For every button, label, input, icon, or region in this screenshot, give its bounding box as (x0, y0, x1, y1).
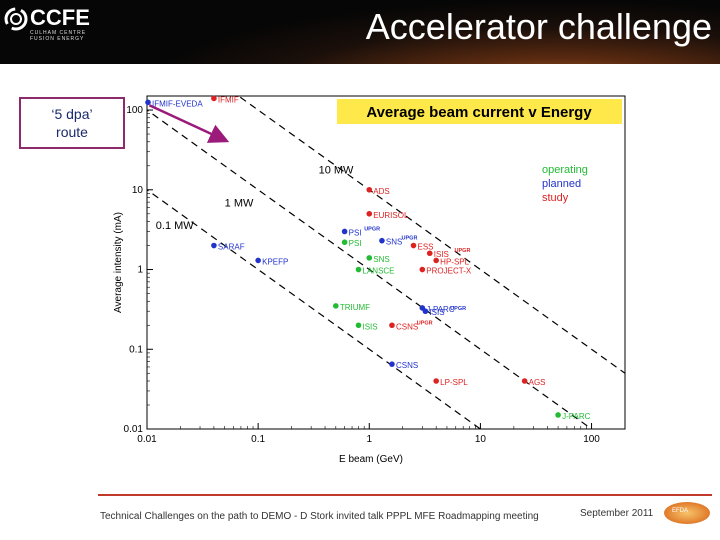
data-point (211, 95, 217, 102)
x-tick-label: 10 (475, 434, 487, 445)
data-point-note: UPGR (450, 306, 466, 312)
y-tick-label: 0.01 (124, 424, 144, 435)
data-point (555, 412, 561, 418)
power-line-label: 0.1 MW (156, 220, 195, 232)
y-tick-label: 100 (126, 105, 143, 116)
data-point-label: J-PARC (562, 412, 591, 421)
data-point-label: EURISOL (373, 211, 409, 220)
data-point-label: PROJECT-X (426, 267, 472, 276)
chart-title: Average beam current v Energy (366, 104, 592, 121)
data-point-label: AGS (529, 378, 546, 387)
badge-text: EFDA (672, 508, 689, 514)
data-point (389, 361, 395, 367)
data-point-label: PSI (349, 239, 362, 248)
data-point (433, 378, 439, 384)
data-point (355, 322, 362, 329)
data-point (341, 239, 348, 246)
legend-entry: study (542, 192, 569, 204)
power-line (237, 96, 625, 375)
logo-subtext: CULHAM CENTRE FUSION ENERGY (30, 30, 87, 42)
data-point-label: HP-SPL (440, 257, 469, 266)
chart-svg: 0.01 0.1 1 10 100 0.01 0.1 1 10 100 E beam (GeV) Av… (113, 95, 626, 465)
plot-frame (146, 95, 626, 430)
data-point-label: CSNS (396, 361, 418, 370)
ccfe-logo: CCFE CULHAM CENTRE FUSION ENERGY (4, 4, 96, 42)
data-point (366, 186, 373, 193)
callout-line-1: ‘5 dpa’ (51, 106, 93, 122)
data-point-label: J-PARC (426, 305, 455, 314)
footer-divider (98, 494, 712, 496)
y-tick-label: 10 (132, 185, 144, 196)
data-point (333, 303, 339, 309)
footer-date: September 2011 (580, 508, 654, 519)
x-axis-label: E beam (GeV) (339, 454, 403, 465)
data-point-label: ESS (417, 243, 433, 252)
footer-caption: Technical Challenges on the path to DEMO… (100, 511, 539, 522)
power-line-label: 10 MW (319, 165, 354, 177)
data-point (145, 99, 151, 106)
data-point (422, 308, 429, 315)
data-point (211, 242, 217, 249)
data-point (521, 378, 528, 384)
data-point-label: ISIS (434, 250, 449, 259)
data-point-label: CSNS (396, 322, 418, 331)
data-point-label: ISIS (363, 322, 378, 331)
data-point (433, 257, 439, 264)
data-point-note: UPGR (364, 226, 380, 232)
dpa-route-callout: ‘5 dpa’ route (19, 97, 125, 149)
data-point-label: SARAF (218, 243, 245, 252)
data-point (366, 210, 373, 217)
data-point-label: ADS (373, 187, 389, 196)
x-tick-label: 0.01 (137, 434, 157, 445)
beam-current-chart: 0.01 0.1 1 10 100 0.01 0.1 1 10 100 E beam (GeV) Av… (100, 90, 640, 480)
logo-text: CCFE (30, 5, 90, 30)
data-point (426, 250, 433, 257)
data-point-note: UPGR (402, 236, 418, 242)
data-point (389, 322, 395, 329)
data-point-label: LANSCE (363, 267, 395, 276)
data-point-label: IFMIF (218, 95, 239, 104)
ccfe-swirl-icon (4, 7, 28, 31)
data-point (379, 237, 385, 244)
y-tick-label: 1 (137, 265, 143, 276)
data-point-note: UPGR (455, 248, 471, 254)
x-tick-label: 0.1 (251, 434, 265, 445)
data-point-label: ISIS (429, 308, 444, 317)
data-point-label: LP-SPL (440, 378, 468, 387)
callout-line-2: route (56, 124, 88, 140)
x-tick-label: 100 (583, 434, 600, 445)
power-line (147, 109, 593, 429)
legend-entry: planned (542, 178, 581, 190)
chart-title-box (337, 99, 622, 124)
power-line-label: 1 MW (225, 197, 254, 209)
data-point-label: SNS (386, 238, 402, 247)
efda-badge: EFDA (664, 502, 710, 524)
y-tick-label: 0.1 (129, 344, 143, 355)
data-point-note: UPGR (417, 320, 433, 326)
data-point-label: IFMIF-EVEDA (152, 99, 203, 108)
slide-title: Accelerator challenge (365, 6, 712, 47)
x-tick-label: 1 (366, 434, 372, 445)
data-point (341, 228, 348, 235)
data-point (410, 242, 417, 249)
data-point (419, 266, 426, 273)
data-point (366, 255, 373, 261)
data-point (355, 266, 362, 273)
data-point-label: TRIUMF (340, 303, 370, 312)
data-point-label: PSI (349, 228, 362, 237)
data-point-label: SNS (373, 255, 389, 264)
data-point-label: KPEFP (262, 257, 288, 266)
legend-entry: operating (542, 164, 588, 176)
data-point (255, 257, 261, 264)
dpa-route-arrow (148, 104, 230, 143)
slide-header: CCFE CULHAM CENTRE FUSION ENERGY Acceler… (0, 0, 720, 64)
y-axis-label: Average intensity (mA) (113, 212, 124, 313)
